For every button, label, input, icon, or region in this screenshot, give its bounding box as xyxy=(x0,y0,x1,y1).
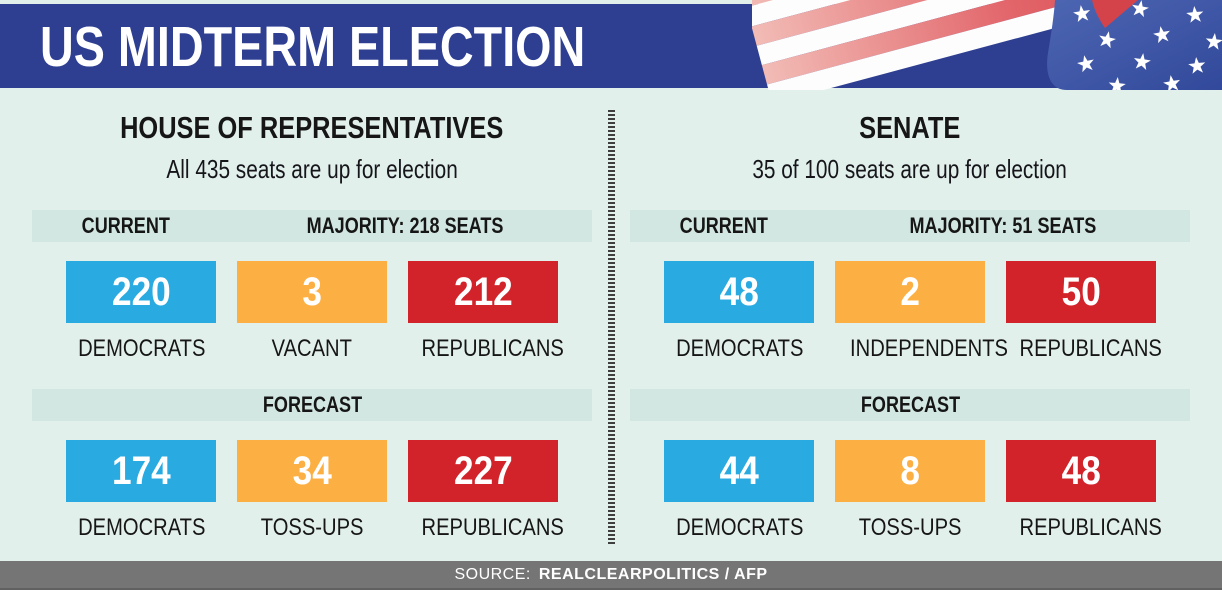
source-prefix: SOURCE: xyxy=(454,565,531,583)
senate-current-independents: 2 INDEPENDENTS xyxy=(835,261,1008,363)
house-forecast-tossups: 34 TOSS-UPS xyxy=(237,440,387,542)
senate-current-republicans: 50 REPUBLICANS xyxy=(1006,261,1162,363)
senate-forecast-republicans: 48 REPUBLICANS xyxy=(1006,440,1162,542)
senate-forecast-democrats: 44 DEMOCRATS xyxy=(664,440,814,542)
house-forecast-republicans: 227 REPUBLICANS xyxy=(408,440,564,542)
house-forecast-row: 174 DEMOCRATS 34 TOSS-UPS 227 RE xyxy=(32,440,592,542)
democrats-count-box: 44 xyxy=(664,440,814,502)
democrats-count-box: 220 xyxy=(66,261,216,323)
senate-title: SENATE xyxy=(859,110,961,145)
senate-current-label: CURRENT xyxy=(679,213,768,238)
senate-forecast-row: 44 DEMOCRATS 8 TOSS-UPS 48 REPUB xyxy=(630,440,1190,542)
senate-current-row: 48 DEMOCRATS 2 INDEPENDENTS 50 R xyxy=(630,261,1190,363)
page-title: US MIDTERM ELECTION xyxy=(40,15,586,79)
house-subtitle: All 435 seats are up for election xyxy=(166,154,458,184)
vacant-count-box: 3 xyxy=(237,261,387,323)
republicans-label: REPUBLICANS xyxy=(421,335,564,362)
democrats-label: DEMOCRATS xyxy=(78,514,206,541)
column-divider xyxy=(608,110,615,546)
senate-current-democrats: 48 DEMOCRATS xyxy=(664,261,814,363)
independents-label: INDEPENDENTS xyxy=(850,335,1008,362)
source-credit-bar: SOURCE: REALCLEARPOLITICS / AFP xyxy=(0,561,1222,590)
democrats-label: DEMOCRATS xyxy=(78,335,206,362)
senate-forecast-tossups: 8 TOSS-UPS xyxy=(835,440,985,542)
independents-count-box: 2 xyxy=(835,261,985,323)
republicans-label: REPUBLICANS xyxy=(421,514,564,541)
house-current-header: CURRENT MAJORITY: 218 SEATS xyxy=(32,210,592,242)
senate-current-header: CURRENT MAJORITY: 51 SEATS xyxy=(630,210,1190,242)
republicans-label: REPUBLICANS xyxy=(1019,514,1162,541)
house-current-vacant: 3 VACANT xyxy=(237,261,387,363)
senate-panel: SENATE 35 of 100 seats are up for electi… xyxy=(630,100,1190,542)
house-majority-label: MAJORITY: 218 SEATS xyxy=(306,213,504,238)
house-title: HOUSE OF REPRESENTATIVES xyxy=(120,110,504,145)
house-panel: HOUSE OF REPRESENTATIVES All 435 seats a… xyxy=(32,100,592,542)
house-current-republicans: 212 REPUBLICANS xyxy=(408,261,564,363)
house-forecast-header: FORECAST xyxy=(32,389,592,421)
democrats-count-box: 48 xyxy=(664,261,814,323)
republicans-count-box: 48 xyxy=(1006,440,1156,502)
vacant-label: VACANT xyxy=(271,335,353,362)
senate-majority-label: MAJORITY: 51 SEATS xyxy=(909,213,1097,238)
democrats-count-box: 174 xyxy=(66,440,216,502)
tossups-count-box: 34 xyxy=(237,440,387,502)
republicans-count-box: 227 xyxy=(408,440,558,502)
source-text: REALCLEARPOLITICS / AFP xyxy=(538,565,768,583)
house-forecast-democrats: 174 DEMOCRATS xyxy=(66,440,216,542)
republicans-count-box: 212 xyxy=(408,261,558,323)
tossups-count-box: 8 xyxy=(835,440,985,502)
tossups-label: TOSS-UPS xyxy=(260,514,364,541)
tossups-label: TOSS-UPS xyxy=(858,514,962,541)
democrats-label: DEMOCRATS xyxy=(676,514,804,541)
senate-forecast-header: FORECAST xyxy=(630,389,1190,421)
democrats-label: DEMOCRATS xyxy=(676,335,804,362)
republicans-count-box: 50 xyxy=(1006,261,1156,323)
house-current-democrats: 220 DEMOCRATS xyxy=(66,261,216,363)
senate-subtitle: 35 of 100 seats are up for election xyxy=(752,154,1068,184)
house-current-row: 220 DEMOCRATS 3 VACANT 212 REPUB xyxy=(32,261,592,363)
republicans-label: REPUBLICANS xyxy=(1019,335,1162,362)
house-current-label: CURRENT xyxy=(81,213,170,238)
us-flag-icon xyxy=(752,0,1222,90)
